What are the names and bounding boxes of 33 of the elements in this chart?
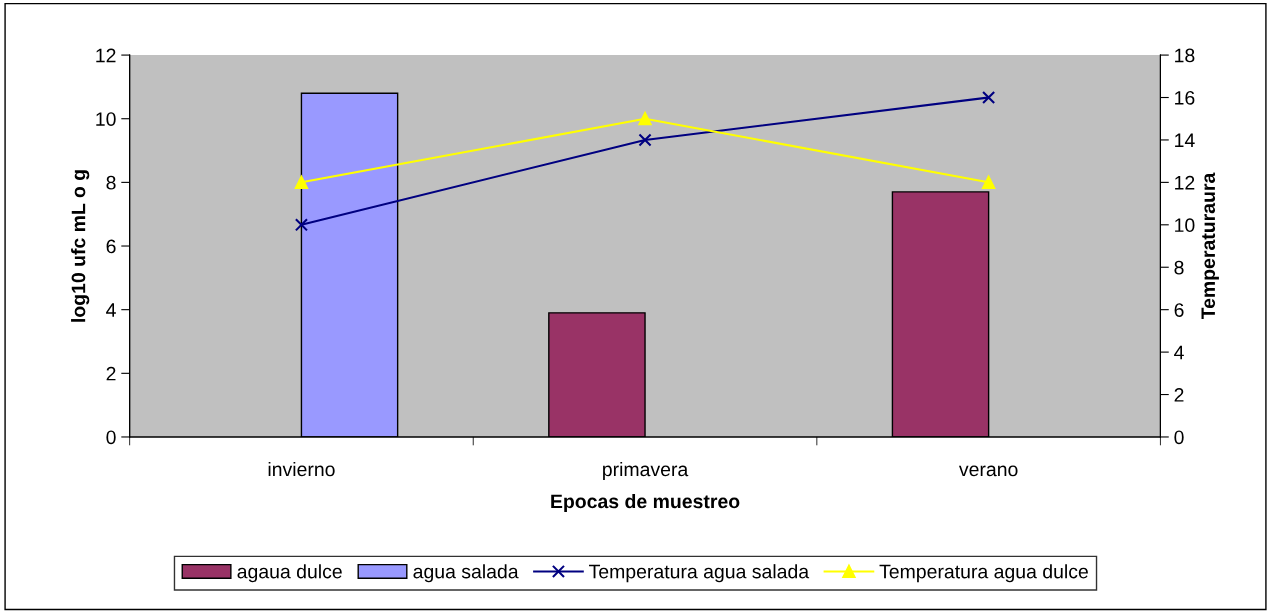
point bbox=[638, 133, 652, 147]
y2-tick-label: 6 bbox=[1174, 303, 1184, 317]
point bbox=[982, 90, 996, 105]
legend-label: Temperatura agua salada bbox=[589, 564, 810, 583]
y2-tick-label: 8 bbox=[1174, 260, 1184, 275]
y2-tick-label: 18 bbox=[1175, 48, 1195, 63]
y2-tick-label: 2 bbox=[1174, 388, 1184, 402]
y-tick-label: 0 bbox=[106, 430, 116, 445]
y-tick-label: 12 bbox=[96, 48, 116, 63]
legend-label: agua salada bbox=[413, 564, 519, 583]
x-tick-label: primavera bbox=[603, 461, 689, 481]
x-tick-label: verano bbox=[958, 465, 1018, 477]
y-tick-label: 4 bbox=[106, 303, 116, 317]
y-axis-title: log10 ufc mL o g bbox=[71, 170, 90, 322]
y2-tick-label: 14 bbox=[1175, 133, 1195, 147]
y2-tick-label: 10 bbox=[1175, 218, 1195, 233]
y-tick-label: 6 bbox=[106, 239, 116, 254]
y-tick-label: 10 bbox=[96, 112, 116, 126]
y-tick-label: 2 bbox=[106, 366, 116, 381]
x-tick-label: invierno bbox=[268, 461, 335, 477]
point bbox=[982, 175, 996, 189]
point bbox=[294, 175, 309, 189]
y2-axis-title: Temperaturaura bbox=[1201, 172, 1219, 320]
point bbox=[294, 218, 309, 232]
y2-tick-label: 12 bbox=[1175, 175, 1195, 190]
y2-tick-label: 4 bbox=[1174, 345, 1184, 360]
y2-tick-label: 16 bbox=[1175, 90, 1195, 105]
y2-tick-label: 0 bbox=[1174, 430, 1184, 445]
point bbox=[638, 112, 652, 126]
legend-label: Temperatura agua dulce bbox=[879, 564, 1088, 583]
legend-label: agaua dulce bbox=[237, 564, 342, 583]
x-axis-title: Epocas de muestreo bbox=[551, 493, 740, 513]
y-tick-label: 8 bbox=[106, 175, 116, 190]
